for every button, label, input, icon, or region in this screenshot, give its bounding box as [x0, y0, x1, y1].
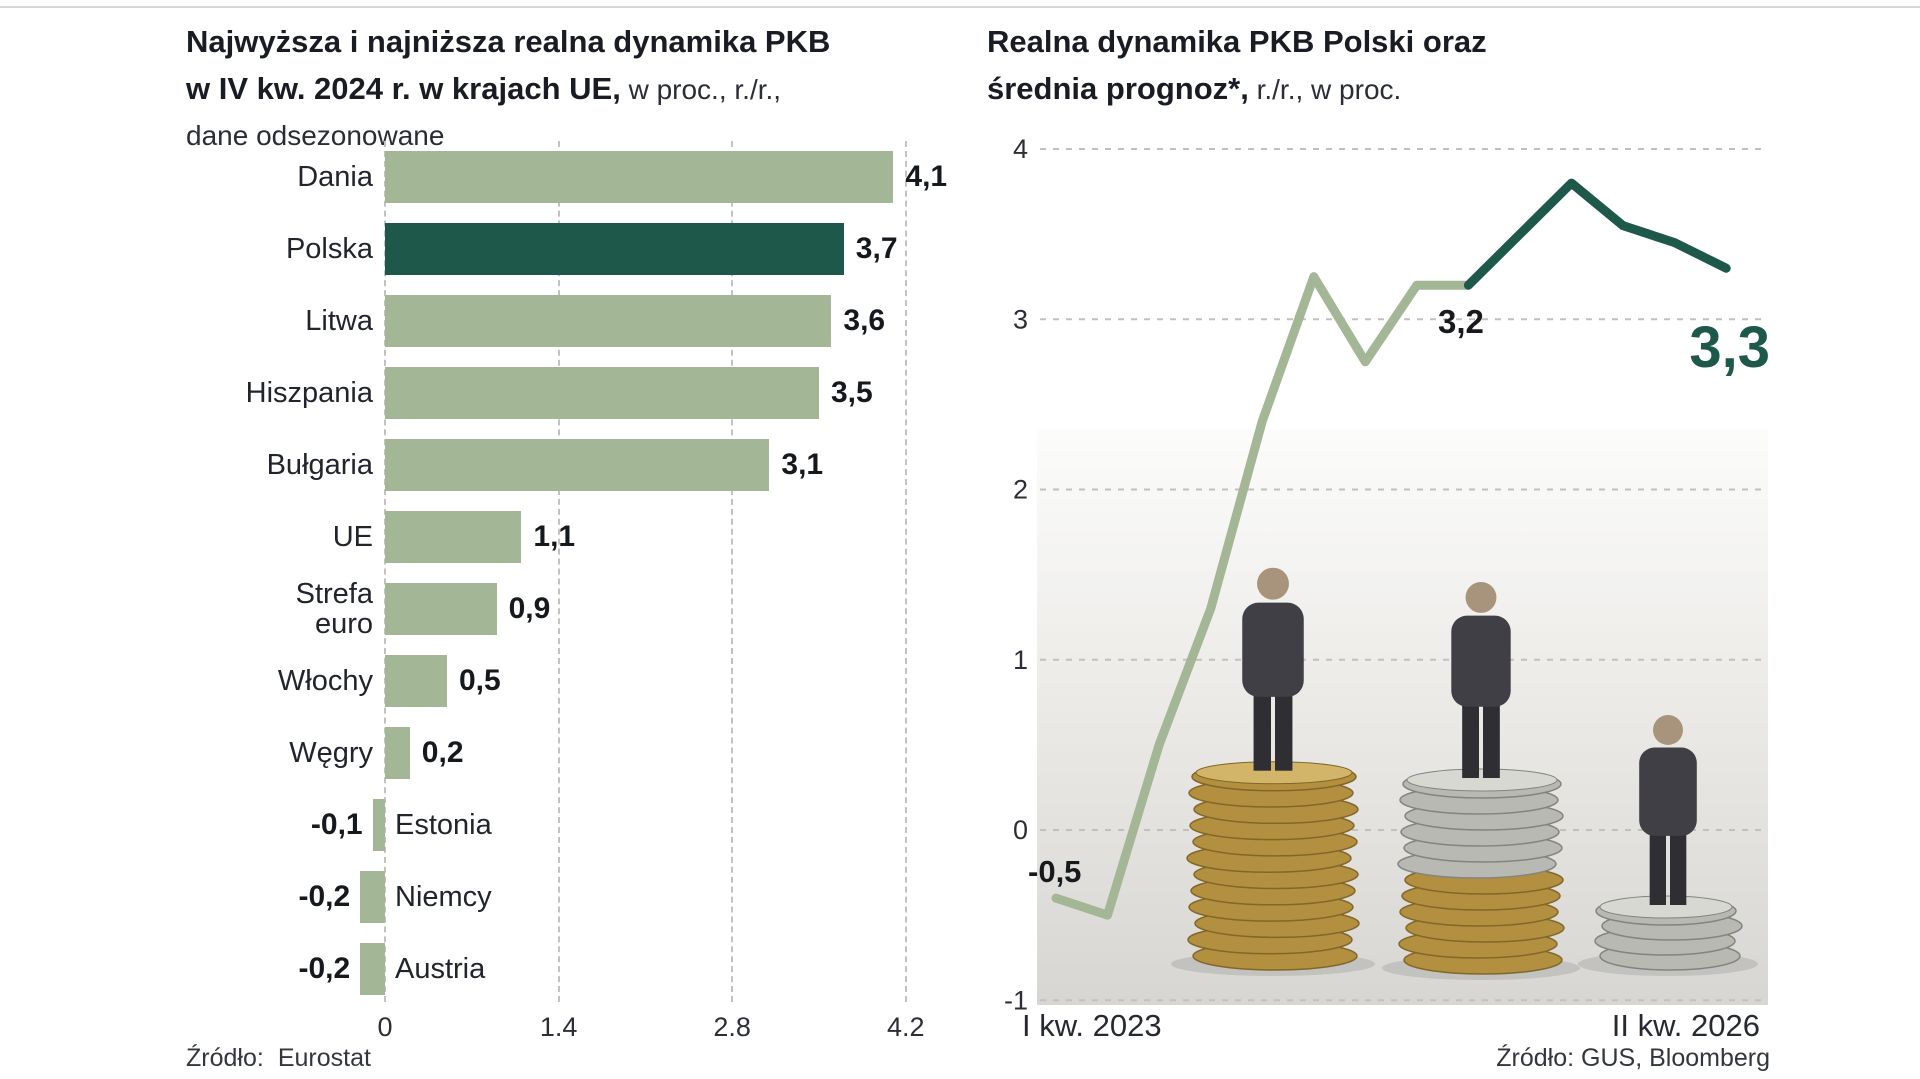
bar-węgry: [385, 727, 410, 779]
coin-stack-3: [1594, 895, 1743, 971]
bar-value-label: 0,9: [508, 592, 551, 625]
left-source: Źródło: Eurostat: [186, 1044, 371, 1073]
bar-value-label: 0,5: [459, 664, 501, 697]
x-axis-end-label: II kw. 2026: [1611, 1008, 1760, 1043]
right-chart-title: Realna dynamika PKB Polski oraz średnia …: [987, 20, 1487, 114]
coin-stack-1: [1186, 761, 1360, 971]
y-tick-label: 1: [1013, 645, 1028, 675]
bar-value-label: -0,2: [298, 880, 351, 913]
top-divider: [0, 6, 1920, 8]
category-label: Litwa: [305, 305, 373, 337]
category-label: Włochy: [277, 665, 373, 697]
figurine-3: [1639, 715, 1697, 905]
right-title-line1: Realna dynamika PKB Polski oraz: [987, 24, 1487, 59]
bar-włochy: [385, 655, 447, 707]
coin-top-face: [1195, 761, 1353, 785]
figure-leg: [1275, 684, 1293, 771]
figure-torso: [1242, 602, 1304, 697]
bar-value-label: -0,2: [298, 952, 351, 985]
figure-torso: [1451, 615, 1511, 707]
gdp-forecast-line: [1463, 178, 1731, 290]
x-tick-label: 4.2: [887, 1012, 925, 1042]
bar-value-label: 3,7: [855, 232, 898, 265]
category-label: Austria: [395, 953, 486, 985]
right-title-line2-normal: r./r., w proc.: [1248, 74, 1402, 105]
x-tick-label: 2.8: [713, 1012, 751, 1042]
left-title-line3: dane odsezonowane: [186, 120, 445, 151]
y-tick-label: 0: [1013, 815, 1028, 845]
bar-value-label: 0,2: [421, 736, 464, 769]
x-axis-start-label: I kw. 2023: [1022, 1008, 1162, 1043]
bar-estonia: [372, 799, 385, 851]
annotation-start-value: -0,5: [1028, 854, 1082, 889]
right-title-line2-bold: średnia prognoz*,: [987, 71, 1249, 106]
category-label: Bułgaria: [266, 449, 373, 481]
figure-head: [1653, 715, 1683, 745]
annotation-mid-value: 3,2: [1438, 303, 1484, 340]
figure-leg: [1483, 694, 1500, 778]
left-title-line1: Najwyższa i najniższa realna dynamika PK…: [186, 24, 831, 59]
figure-head: [1465, 582, 1497, 613]
figure-leg: [1253, 684, 1271, 771]
bar-value-label: 4,1: [905, 160, 948, 193]
x-gridline: [904, 141, 907, 1002]
bar-value-label: 3,1: [781, 448, 824, 481]
y-tick-label: 4: [1013, 134, 1028, 164]
left-chart-title: Najwyższa i najniższa realna dynamika PK…: [186, 20, 830, 160]
annotation-forecast-value: 3,3: [1689, 315, 1770, 380]
category-label: Niemcy: [395, 881, 492, 913]
figure-leg: [1670, 824, 1687, 905]
right-source: Źródło: GUS, Bloomberg: [1496, 1044, 1770, 1072]
coin-stack-2: [1397, 768, 1565, 975]
bar-polska: [385, 223, 844, 275]
bar-value-label: 3,5: [831, 376, 873, 409]
category-label: Polska: [285, 233, 373, 265]
bar-value-label: -0,1: [310, 808, 363, 841]
left-title-line2-bold: w IV kw. 2024 r. w krajach UE,: [186, 71, 621, 106]
left-source-label: Źródło:: [186, 1044, 264, 1072]
bar-value-label: 1,1: [533, 520, 576, 553]
x-gridline: [384, 141, 386, 1002]
category-label: Hiszpania: [245, 377, 373, 409]
bar-strefa-euro: [385, 583, 497, 635]
gdp-history-line: [1051, 272, 1473, 920]
left-source-value: Eurostat: [277, 1044, 371, 1072]
bar-value-label: 3,6: [843, 304, 886, 337]
bar-ue: [385, 511, 522, 563]
y-tick-label: -1: [1004, 985, 1028, 1015]
x-tick-label: 1.4: [539, 1012, 578, 1042]
figure-torso: [1639, 747, 1697, 836]
coin-top-face: [1406, 768, 1558, 792]
figurine-1: [1242, 567, 1304, 771]
bar-austria: [360, 943, 385, 995]
figure-leg: [1649, 824, 1666, 905]
category-label: Estonia: [395, 809, 492, 841]
figurine-2: [1451, 582, 1511, 778]
x-gridline: [731, 141, 734, 1002]
bar-litwa: [385, 295, 832, 347]
category-label: UE: [332, 521, 373, 553]
category-label: Strefa euro: [295, 578, 373, 640]
figure-leg: [1462, 694, 1479, 778]
figure-head: [1257, 567, 1289, 600]
x-gridline: [557, 141, 560, 1002]
bar-dania: [385, 151, 894, 203]
bar-hiszpania: [385, 367, 819, 419]
bar-bułgaria: [385, 439, 770, 491]
category-label: Dania: [297, 161, 373, 193]
y-tick-label: 2: [1013, 475, 1028, 505]
y-tick-label: 3: [1013, 304, 1028, 334]
x-tick-label: 0: [377, 1012, 393, 1042]
left-title-line2-normal: w proc., r./r.,: [620, 74, 782, 105]
bar-niemcy: [360, 871, 385, 923]
category-label: Węgry: [289, 737, 373, 769]
